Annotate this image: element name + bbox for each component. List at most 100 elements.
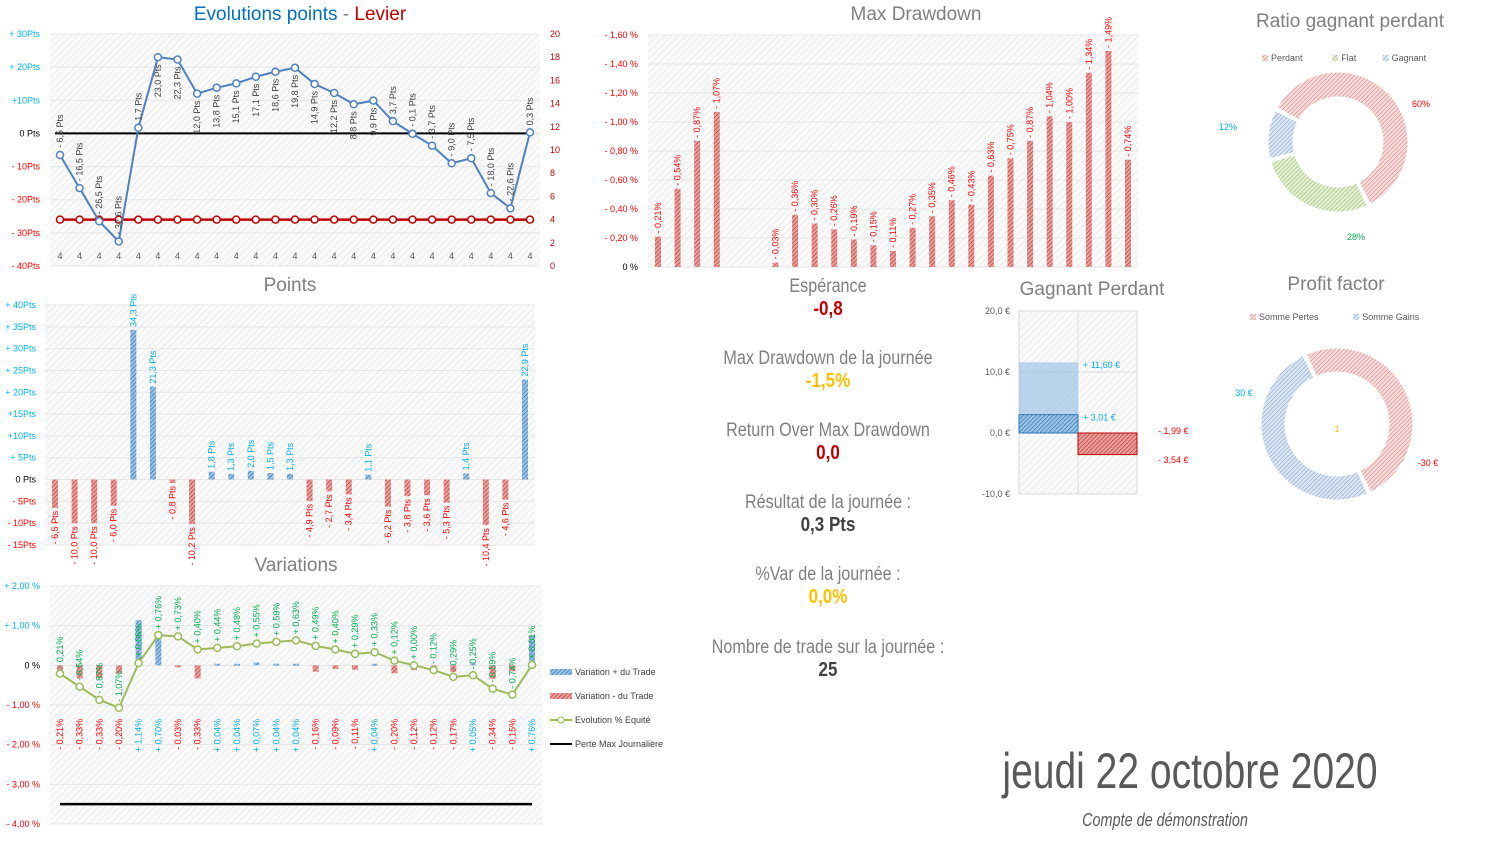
drawdown-bar <box>909 227 916 267</box>
ratio-slice-label: 28% <box>1347 232 1365 242</box>
variation-data-label: - 0,20% <box>114 719 124 750</box>
drawdown-data-label: - 0,43% <box>966 171 976 202</box>
profit-factor-slice <box>1306 347 1414 493</box>
axis-tick-label: + 35Pts <box>5 322 36 332</box>
levier-point <box>251 215 261 224</box>
gp-data-label: + 3,01 € <box>1083 413 1116 423</box>
equity-marker <box>193 645 202 654</box>
bar-data-label: - 3,6 Pts <box>422 498 432 532</box>
levier-point <box>75 215 84 224</box>
axis-tick-label: - 1,60 % <box>604 30 638 40</box>
equity-marker <box>291 636 301 645</box>
point-data-label: 12,0 Pts <box>192 100 202 134</box>
stat-block: Max Drawdown de la journée -1,5% <box>670 348 986 393</box>
bar-data-label: 2,0 Pts <box>246 439 256 468</box>
equity-marker <box>114 703 124 713</box>
equity-data-label: + 0,48% <box>232 607 242 640</box>
variation-data-label: + 0,04% <box>271 719 281 752</box>
equity-data-label: - 0,54% <box>75 650 85 681</box>
drawdown-bar <box>1125 159 1131 267</box>
axis-tick-label: 14 <box>550 99 560 109</box>
levier-label: 4 <box>97 251 102 261</box>
bar-data-label: - 10,0 Pts <box>70 526 80 565</box>
bar-data-label: 1,1 Pts <box>363 443 373 472</box>
loss-bar <box>424 479 431 496</box>
bar-data-label: 1,4 Pts <box>461 442 471 471</box>
equity-marker <box>409 661 419 670</box>
variation-loss-bar <box>116 665 122 674</box>
drawdown-bar <box>713 111 720 267</box>
equity-marker <box>390 656 399 665</box>
variation-data-label: - 0,12% <box>409 719 419 750</box>
point-data-label: - 32,6 Pts <box>114 195 124 234</box>
drawdown-bar <box>929 216 936 267</box>
bar-data-label: - 2,7 Pts <box>324 494 334 528</box>
variation-data-label: + 0,76% <box>527 719 537 752</box>
levier-point <box>271 215 280 224</box>
variation-loss-bar <box>96 665 103 679</box>
point-data-label: 18,6 Pts <box>270 78 280 112</box>
levier-point <box>310 215 319 224</box>
loss-bar <box>482 479 489 525</box>
point-data-label: 0,3 Pts <box>525 97 535 126</box>
axis-tick-label: 20 <box>550 29 560 39</box>
point-data-label: 23,0 Pts <box>153 64 163 98</box>
equity-marker <box>272 637 281 647</box>
equity-marker <box>527 660 537 670</box>
variation-data-label: - 0,03% <box>173 719 183 750</box>
drawdown-bar <box>968 204 975 267</box>
equity-marker <box>95 695 104 705</box>
median-gain-bar <box>1018 414 1079 434</box>
axis-tick-label: 0 % <box>24 660 40 670</box>
levier-label: 4 <box>155 251 160 261</box>
legend-swatch-gain <box>550 669 572 675</box>
point-data-label: 9,9 Pts <box>368 107 378 136</box>
point-data-label: 8,8 Pts <box>349 111 359 140</box>
bar-data-label: 1,5 Pts <box>265 441 275 470</box>
axis-tick-label: 6 <box>550 191 555 201</box>
levier-label: 4 <box>175 251 180 261</box>
levier-point <box>55 215 65 224</box>
axis-tick-label: - 10Pts <box>11 162 40 172</box>
equity-marker <box>449 672 458 682</box>
axis-tick-label: - 0,20 % <box>604 233 638 243</box>
legend-label: Variation + du Trade <box>575 667 656 677</box>
drawdown-data-label: - 1,49% <box>1103 17 1113 48</box>
variation-gain-bar <box>155 637 162 666</box>
gain-bar <box>130 329 137 480</box>
axis-tick-label: +15Pts <box>8 409 37 419</box>
variation-data-label: - 0,17% <box>448 719 458 750</box>
ratio-slice <box>1267 110 1299 160</box>
point-data-label: 1,7 Pts <box>133 92 143 121</box>
legend-swatch <box>1262 55 1268 61</box>
legend-label: Perdant <box>1271 53 1303 63</box>
variation-data-label: + 0,04% <box>212 719 222 752</box>
levier-label: 4 <box>57 251 62 261</box>
legend-label: Somme Pertes <box>1259 312 1319 322</box>
point-data-label: 15,1 Pts <box>231 90 241 124</box>
equity-data-label: - 0,59% <box>488 652 498 683</box>
bar-data-label: 22,9 Pts <box>520 343 530 377</box>
variation-loss-bar <box>76 665 83 679</box>
axis-tick-label: 10,0 € <box>985 367 1010 377</box>
variation-data-label: + 0,04% <box>291 719 301 752</box>
gp-data-label: - 3,54 € <box>1158 455 1189 465</box>
variation-gain-bar <box>529 635 535 666</box>
levier-point <box>388 215 398 224</box>
variation-data-label: - 0,34% <box>488 719 498 750</box>
drawdown-title: Max Drawdown <box>851 4 982 25</box>
axis-tick-label: - 0,80 % <box>604 146 638 156</box>
variation-gain-bar <box>273 663 280 666</box>
equity-data-label: + 0,59% <box>271 603 281 636</box>
axis-tick-label: 0 <box>550 261 555 271</box>
drawdown-data-label: - 0,30% <box>810 189 820 220</box>
legend-label: Flat <box>1341 53 1357 63</box>
point-data-label: - 26,5 Pts <box>94 175 104 214</box>
profit-factor-title: Profit factor <box>1287 274 1385 295</box>
points-marker <box>55 150 65 160</box>
drawdown-bar <box>987 175 994 267</box>
equity-marker <box>173 632 183 641</box>
point-data-label: - 0,1 Pts <box>408 93 418 127</box>
gain-bar <box>287 473 293 480</box>
axis-tick-label: 10 <box>550 145 560 155</box>
